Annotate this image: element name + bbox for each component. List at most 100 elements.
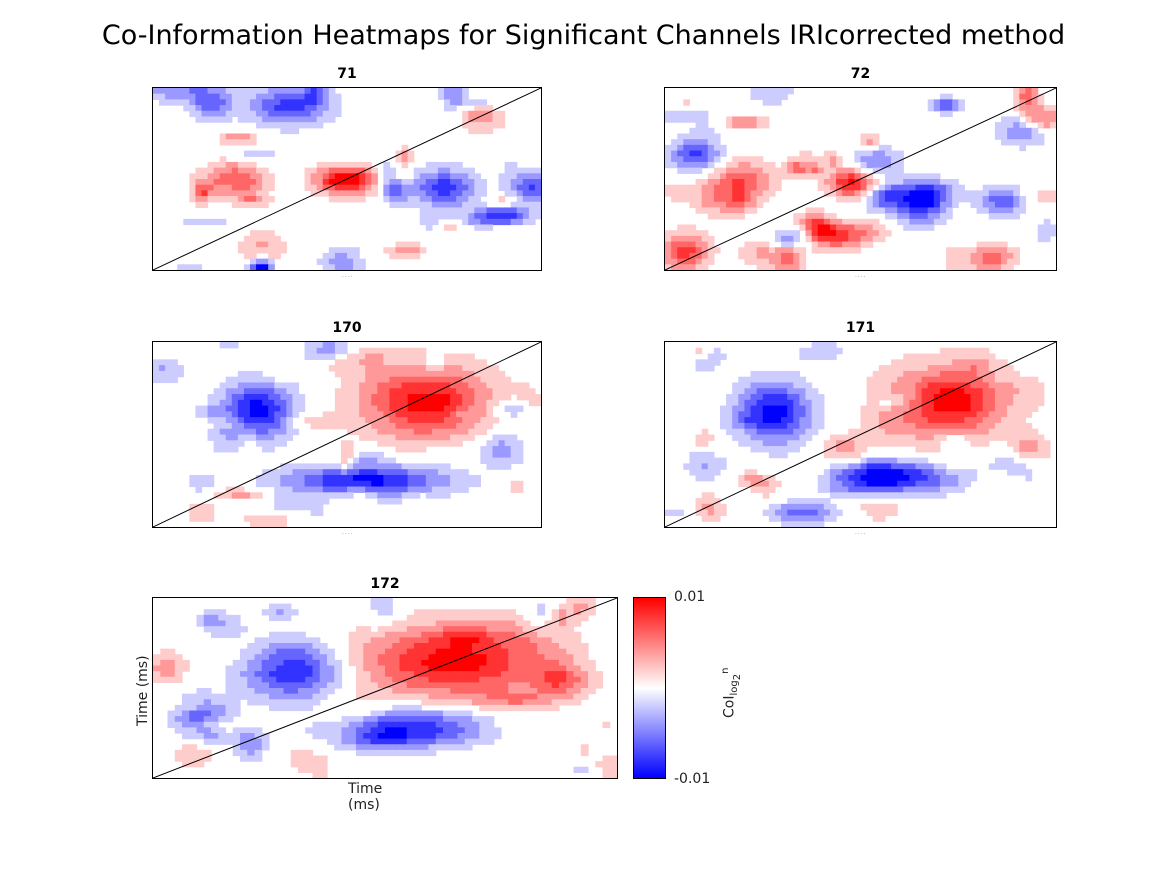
heatmap-cell xyxy=(480,370,488,378)
heatmap-cell xyxy=(428,727,437,734)
heatmap-cell xyxy=(290,688,299,695)
heatmap-cell xyxy=(510,207,518,214)
heatmap-cell xyxy=(781,264,788,270)
heatmap-cell xyxy=(316,116,324,123)
heatmap-cell xyxy=(310,110,318,118)
heatmap-cell xyxy=(395,370,403,378)
heatmap-cell xyxy=(371,359,378,366)
heatmap-cell xyxy=(1019,422,1027,430)
heatmap-cell xyxy=(310,190,318,197)
heatmap-cell xyxy=(695,463,703,470)
heatmap-cell xyxy=(444,167,451,174)
heatmap-cell xyxy=(866,224,874,231)
heatmap-cell xyxy=(225,699,234,706)
heatmap-cell xyxy=(1001,196,1008,203)
heatmap-cell xyxy=(450,620,459,627)
heatmap-cell xyxy=(363,716,372,723)
heatmap-cell xyxy=(805,213,813,220)
heatmap-cell xyxy=(437,422,445,430)
heatmap-cell xyxy=(1007,440,1014,447)
heatmap-cell xyxy=(551,654,560,661)
heatmap-cell xyxy=(371,376,378,384)
heatmap-cell xyxy=(799,213,807,220)
heatmap-cell xyxy=(823,241,831,248)
heatmap-cell xyxy=(450,693,459,700)
heatmap-cell xyxy=(516,480,524,488)
heatmap-cell xyxy=(189,503,197,511)
heatmap-cell xyxy=(280,411,287,418)
heatmap-cell xyxy=(268,399,275,407)
heatmap-cell xyxy=(365,399,372,407)
heatmap-cell xyxy=(413,411,421,418)
heatmap-cell xyxy=(319,755,328,762)
heatmap-cell xyxy=(1019,405,1027,412)
heatmap-cell xyxy=(406,648,415,655)
heatmap-cell xyxy=(327,648,335,655)
heatmap-cell xyxy=(903,417,910,424)
heatmap-cell xyxy=(897,480,904,488)
heatmap-cell xyxy=(976,353,984,360)
heatmap-cell xyxy=(573,682,582,689)
heatmap-cell xyxy=(508,699,517,706)
heatmap-cell xyxy=(1001,201,1008,209)
heatmap-cell xyxy=(551,682,560,689)
heatmap-cell xyxy=(988,399,996,407)
heatmap-cell xyxy=(201,515,209,522)
heatmap-cell xyxy=(719,213,727,220)
heatmap-cell xyxy=(665,150,672,157)
heatmap-cell xyxy=(472,682,480,689)
heatmap-cell xyxy=(915,422,923,430)
heatmap-cell xyxy=(939,399,947,407)
heatmap-cell xyxy=(262,434,269,441)
heatmap-cell xyxy=(389,201,397,209)
heatmap-cell xyxy=(310,179,318,186)
heatmap-cell xyxy=(389,422,397,430)
heatmap-cell xyxy=(219,411,227,418)
heatmap-cell xyxy=(290,749,299,757)
heatmap-cell xyxy=(243,139,251,146)
heatmap-cell xyxy=(707,173,715,180)
heatmap-cell xyxy=(933,353,941,360)
heatmap-cell xyxy=(268,110,275,118)
heatmap-cell xyxy=(262,388,269,395)
heatmap-cell xyxy=(836,196,843,203)
heatmap-cell xyxy=(939,99,947,106)
heatmap-cell xyxy=(897,463,904,470)
heatmap-cell xyxy=(456,353,463,360)
heatmap-cell xyxy=(219,382,227,389)
heatmap-cell xyxy=(683,224,691,231)
heatmap-cell xyxy=(665,144,672,152)
heatmap-cell xyxy=(377,463,384,470)
heatmap-cell xyxy=(327,733,335,740)
heatmap-cell xyxy=(385,648,393,655)
heatmap-cell xyxy=(174,704,183,712)
heatmap-cell xyxy=(322,190,330,197)
heatmap-cell xyxy=(559,665,567,672)
heatmap-cell xyxy=(201,93,209,100)
heatmap-cell xyxy=(240,744,248,751)
heatmap-cell xyxy=(530,676,538,683)
heatmap-cell xyxy=(213,173,221,180)
heatmap-cell xyxy=(247,665,256,672)
heatmap-cell xyxy=(677,230,684,237)
diagonal-line xyxy=(153,598,617,778)
heatmap-cell xyxy=(268,93,275,100)
heatmap-cell xyxy=(353,411,360,418)
heatmap-cell xyxy=(551,659,560,667)
heatmap-cell xyxy=(537,637,546,644)
heatmap-cell xyxy=(976,376,984,384)
heatmap-cell xyxy=(328,105,336,112)
heatmap-cell xyxy=(504,184,512,191)
heatmap-cell xyxy=(218,738,227,745)
heatmap-cell xyxy=(701,247,709,254)
heatmap-cell xyxy=(713,347,721,355)
heatmap-cell xyxy=(805,353,813,360)
heatmap-cell xyxy=(799,388,807,395)
heatmap-cell xyxy=(231,173,239,180)
heatmap-cell xyxy=(243,399,251,407)
heatmap-cell xyxy=(322,422,330,430)
heatmap-cell xyxy=(768,486,776,493)
heatmap-cell xyxy=(243,405,251,412)
heatmap-cell xyxy=(298,503,306,511)
heatmap-cell xyxy=(781,167,788,174)
